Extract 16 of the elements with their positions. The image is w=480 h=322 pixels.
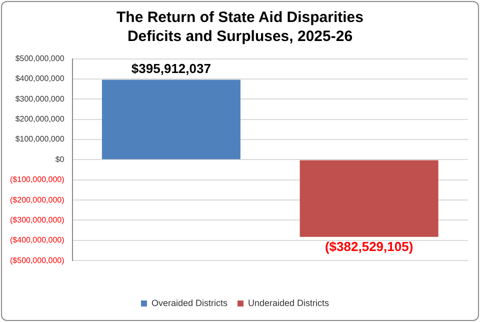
data-label: ($382,529,105)	[324, 238, 414, 254]
legend-label: Overaided Districts	[151, 298, 228, 308]
y-tick-label: $500,000,000	[15, 54, 65, 64]
chart-title: The Return of State Aid Disparities Deficits and Surpluses, 2025-26	[116, 8, 364, 46]
y-tick-label: $200,000,000	[15, 114, 65, 124]
y-tick-label: ($200,000,000)	[10, 195, 65, 204]
y-tick-label: ($300,000,000)	[10, 215, 65, 224]
y-tick-label: $400,000,000	[15, 74, 65, 84]
legend-label: Underaided Districts	[248, 298, 330, 308]
y-tick-label: $100,000,000	[15, 134, 65, 144]
y-tick-label: $0	[55, 154, 65, 164]
y-tick-label: $300,000,000	[15, 94, 65, 104]
y-tick-label: ($100,000,000)	[10, 175, 65, 184]
y-tick-label: ($500,000,000)	[10, 256, 65, 265]
data-label: $395,912,037	[131, 60, 211, 76]
y-tick-label: ($400,000,000)	[10, 236, 65, 245]
